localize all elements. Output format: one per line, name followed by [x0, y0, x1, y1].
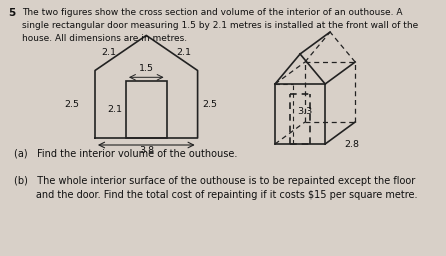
Text: 2.8: 2.8 — [344, 140, 359, 149]
Text: 3.8: 3.8 — [139, 146, 154, 155]
Text: 2.5: 2.5 — [64, 100, 79, 109]
Text: 3.3: 3.3 — [297, 106, 313, 115]
Text: 5: 5 — [8, 8, 15, 18]
Text: The two figures show the cross section and volume of the interior of an outhouse: The two figures show the cross section a… — [22, 8, 418, 43]
Text: 2.1: 2.1 — [107, 105, 122, 114]
Text: (b)   The whole interior surface of the outhouse is to be repainted except the f: (b) The whole interior surface of the ou… — [14, 176, 417, 200]
Text: 1.5: 1.5 — [139, 64, 154, 73]
Text: 2.1: 2.1 — [102, 48, 117, 57]
Text: 2.1: 2.1 — [176, 48, 191, 57]
Text: 2.5: 2.5 — [202, 100, 218, 109]
Text: (a)   Find the interior volume of the outhouse.: (a) Find the interior volume of the outh… — [14, 148, 237, 158]
Bar — [126, 81, 166, 138]
